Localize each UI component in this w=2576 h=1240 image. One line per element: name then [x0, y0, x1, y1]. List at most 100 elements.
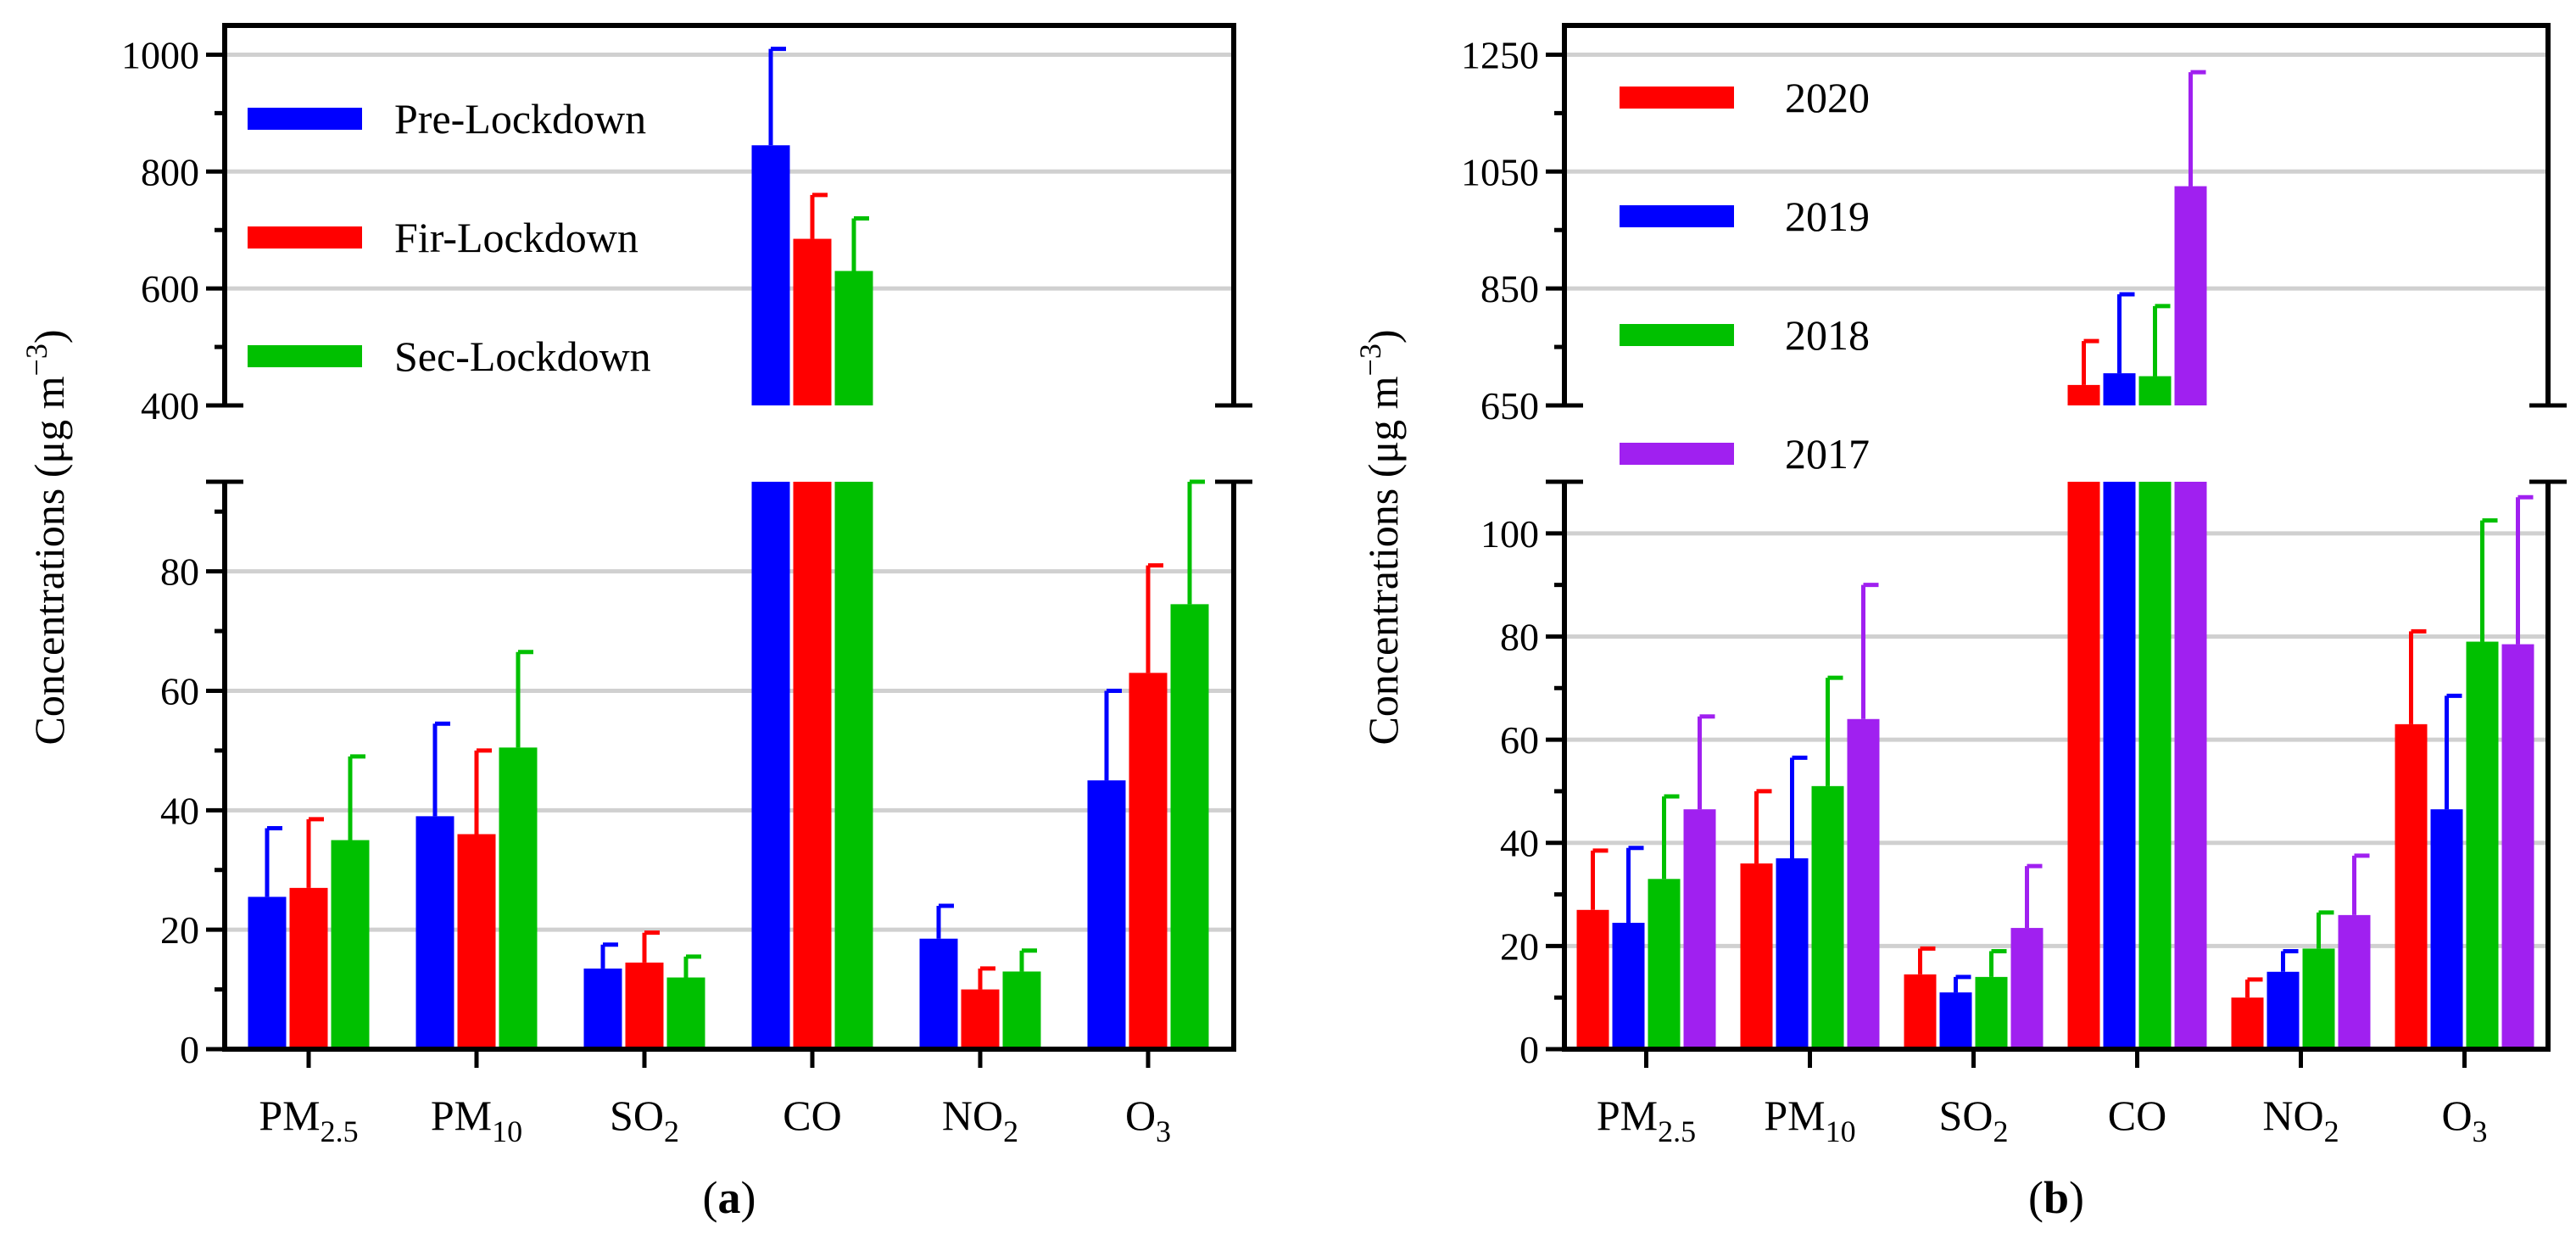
panel-label: (b) — [2028, 1172, 2084, 1223]
bar-pre-lockdown — [1087, 780, 1126, 1049]
x-tick-label: CO — [783, 1092, 841, 1139]
x-tick-label: NO2 — [942, 1092, 1018, 1148]
bar-2018 — [1648, 879, 1681, 1049]
y-axis-title: Concentrations (μg m−3) — [1353, 329, 1407, 745]
y-tick-label: 800 — [141, 150, 199, 193]
y-tick-label: 40 — [160, 789, 199, 832]
axis-frame-upper — [222, 23, 1236, 405]
legend-label: Pre-Lockdown — [394, 95, 646, 142]
x-tick-label: SO2 — [1939, 1092, 2009, 1148]
bar-sec-lockdown — [666, 977, 705, 1049]
legend-label: Fir-Lockdown — [394, 214, 638, 261]
y-tick-label: 1250 — [1461, 33, 1539, 76]
legend-swatch — [248, 345, 362, 367]
bar-pre-lockdown-lower — [751, 482, 790, 1049]
bar-2020 — [2395, 723, 2428, 1049]
bar-sec-lockdown — [1002, 971, 1041, 1049]
bar-pre-lockdown — [919, 938, 958, 1049]
y-tick-label: 850 — [1480, 267, 1539, 310]
bar-pre-lockdown — [751, 145, 790, 406]
bar-2019 — [2430, 809, 2463, 1049]
bar-fir-lockdown — [289, 887, 328, 1049]
bar-pre-lockdown — [583, 968, 622, 1049]
y-axis-title: Concentrations (μg m−3) — [20, 329, 73, 745]
bar-2020-lower — [2067, 482, 2100, 1049]
bar-2018 — [1811, 785, 1844, 1049]
legend-label: 2017 — [1785, 430, 1870, 478]
x-tick-label: O3 — [1125, 1092, 1171, 1148]
y-tick-label: 650 — [1480, 384, 1539, 427]
panel-b-chart: 650 850 1050 1250 0 20 40 60 80 100 PM2.5 PM10 SO2 CO… — [1353, 23, 2567, 1223]
legend-swatch — [1620, 324, 1734, 346]
legend-label: Sec-Lockdown — [394, 332, 651, 380]
bar-2019 — [1612, 922, 1645, 1049]
bar-2019-lower — [2103, 482, 2136, 1049]
y-tick-label: 60 — [1500, 718, 1539, 762]
bar-2020 — [1576, 909, 1609, 1049]
bar-2017 — [2338, 914, 2371, 1049]
bar-2020 — [2067, 384, 2100, 405]
bar-2017 — [2010, 928, 2044, 1049]
x-tick-label: SO2 — [610, 1092, 679, 1148]
bar-2020 — [1740, 863, 1773, 1049]
panel-label: (a) — [703, 1172, 756, 1223]
bar-2020 — [2231, 997, 2264, 1049]
bar-fir-lockdown — [625, 962, 664, 1049]
bar-2018 — [2302, 948, 2335, 1049]
bar-sec-lockdown — [1170, 604, 1209, 1049]
axis-frame-lower — [1562, 482, 2551, 1052]
bar-sec-lockdown — [834, 271, 873, 405]
legend-swatch — [248, 108, 362, 130]
bar-fir-lockdown — [1129, 673, 1168, 1049]
x-tick-label: PM2.5 — [259, 1092, 358, 1148]
legend-swatch — [1620, 443, 1734, 465]
y-tick-label: 20 — [160, 908, 199, 952]
x-tick-label: CO — [2108, 1092, 2166, 1139]
bar-fir-lockdown — [793, 238, 832, 405]
bar-fir-lockdown — [457, 834, 496, 1049]
bar-sec-lockdown — [499, 747, 538, 1049]
legend-swatch — [1620, 205, 1734, 227]
legend-swatch — [248, 226, 362, 249]
bar-2018 — [2138, 376, 2172, 405]
y-tick-label: 40 — [1500, 822, 1539, 865]
y-tick-label: 400 — [141, 384, 199, 427]
bar-2017 — [1847, 718, 1880, 1049]
bar-pre-lockdown — [248, 896, 287, 1049]
legend-label: 2018 — [1785, 311, 1870, 359]
bar-2017 — [1683, 809, 1716, 1049]
bar-2019 — [2103, 373, 2136, 405]
y-tick-label: 20 — [1500, 924, 1539, 968]
y-tick-label: 1050 — [1461, 150, 1539, 193]
bar-pre-lockdown — [415, 816, 454, 1049]
x-tick-label: O3 — [2441, 1092, 2487, 1148]
bar-2017-lower — [2174, 482, 2207, 1049]
y-tick-label: 80 — [160, 550, 199, 594]
legend-label: 2020 — [1785, 74, 1870, 121]
bar-2017 — [2501, 644, 2534, 1049]
axis-frame-lower — [222, 482, 1236, 1052]
bar-fir-lockdown-lower — [793, 482, 832, 1049]
bar-2019 — [1939, 992, 1972, 1049]
bar-2018-lower — [2138, 482, 2172, 1049]
bar-2019 — [2267, 971, 2300, 1049]
panel-a-chart: 400 600 800 1000 0 20 40 60 80 PM2.5 PM10 SO2 CO NO2 O… — [20, 23, 1252, 1223]
x-tick-label: PM10 — [431, 1092, 522, 1148]
bar-2018 — [1975, 976, 2008, 1049]
y-tick-label: 100 — [1480, 512, 1539, 556]
x-tick-label: PM10 — [1764, 1092, 1855, 1148]
bar-fir-lockdown — [961, 989, 1000, 1049]
bar-sec-lockdown-lower — [834, 482, 873, 1049]
bar-2019 — [1776, 857, 1809, 1049]
x-tick-label: PM2.5 — [1597, 1092, 1696, 1148]
y-tick-label: 1000 — [121, 33, 199, 76]
y-tick-label: 0 — [1519, 1028, 1539, 1071]
bar-2017 — [2174, 186, 2207, 406]
x-tick-label: NO2 — [2262, 1092, 2339, 1148]
bar-2018 — [2466, 641, 2499, 1049]
y-tick-label: 80 — [1500, 615, 1539, 658]
bar-2020 — [1904, 974, 1937, 1049]
bar-sec-lockdown — [331, 840, 370, 1049]
legend-label: 2019 — [1785, 193, 1870, 240]
